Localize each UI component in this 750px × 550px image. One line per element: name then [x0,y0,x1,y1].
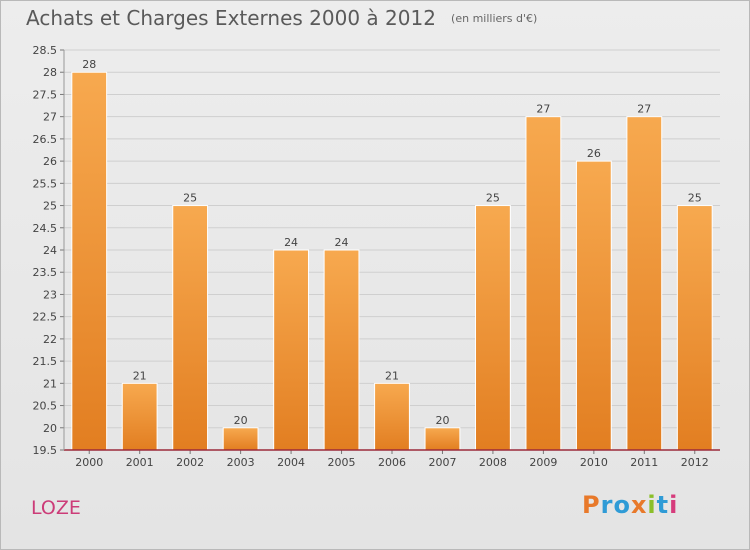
logo-letter: x [630,491,648,519]
y-tick-label: 20.5 [33,400,58,413]
x-tick-label-2001: 2001 [126,456,154,469]
data-label-2009: 27 [536,103,550,116]
y-tick-label: 22.5 [33,311,58,324]
y-tick-label: 19.5 [33,444,58,457]
bar-2010 [575,160,612,451]
data-label-2010: 26 [587,147,601,160]
data-label-2011: 27 [637,103,651,116]
bar-2012 [676,205,713,451]
y-tick-label: 26.5 [33,133,58,146]
bar-2001 [121,382,158,451]
data-label-2003: 20 [234,414,248,427]
y-tick-label: 28.5 [33,44,58,57]
x-tick-label-2011: 2011 [630,456,658,469]
logo-letter: r [600,491,614,519]
y-tick-label: 25 [43,200,57,213]
logo-letter: P [582,491,601,519]
proxiti-logo[interactable]: Proxiti [582,491,678,519]
y-tick-label: 28 [43,66,57,79]
data-label-2006: 21 [385,369,399,382]
x-tick-label-2012: 2012 [681,456,709,469]
x-axis-ticks: 2000 2001 2002 2003 2004 2005 2006 2007 2008 2009… [75,450,709,469]
x-tick-label-2008: 2008 [479,456,507,469]
y-tick-label: 24 [43,244,57,257]
logo-letter: t [656,491,670,519]
y-tick-label: 21.5 [33,355,58,368]
bar-2007 [424,427,461,451]
bar-2000 [71,71,108,451]
bar-2006 [374,382,410,451]
x-tick-label-2005: 2005 [328,456,356,469]
bar-2002 [172,205,209,451]
y-tick-label: 27.5 [33,88,58,101]
logo-letter: o [613,491,631,519]
data-label-2001: 21 [133,369,147,382]
chart-title: Achats et Charges Externes 2000 à 2012 [26,6,436,30]
x-tick-label-2010: 2010 [580,456,608,469]
x-tick-label-2003: 2003 [227,456,255,469]
bar-2005 [323,249,360,451]
y-tick-label: 25.5 [33,177,58,190]
y-axis-ticks: 19.5 20 20.5 21 21.5 22 22.5 23 23.5 24 24.5 25 25.5… [33,44,64,457]
bar-2009 [525,116,562,451]
y-tick-label: 22 [43,333,57,346]
y-tick-label: 26 [43,155,57,168]
chart-subtitle: (en milliers d'€) [451,12,538,25]
x-tick-label-2000: 2000 [75,456,103,469]
bar-2008 [475,205,511,451]
y-tick-label: 27 [43,111,57,124]
bar-2003 [222,427,259,451]
data-label-2005: 24 [335,236,349,249]
x-tick-label-2009: 2009 [529,456,557,469]
x-tick-label-2006: 2006 [378,456,406,469]
y-tick-label: 24.5 [33,222,58,235]
logo-letter: i [669,491,679,519]
title-row: Achats et Charges Externes 2000 à 2012 (… [26,6,537,30]
y-tick-label: 23.5 [33,266,58,279]
data-label-2004: 24 [284,236,298,249]
x-tick-label-2002: 2002 [176,456,204,469]
y-tick-label: 23 [43,288,57,301]
data-label-2000: 28 [82,58,96,71]
data-label-2012: 25 [688,192,702,205]
y-tick-label: 20 [43,422,57,435]
bars: 28 21 25 20 24 24 21 20 25 27 26 27 25 [71,58,713,451]
y-tick-label: 21 [43,377,57,390]
bar-2004 [273,249,309,451]
data-label-2007: 20 [435,414,449,427]
data-label-2008: 25 [486,192,500,205]
logo-letter: i [647,491,657,519]
x-tick-label-2004: 2004 [277,456,305,469]
bar-2011 [626,116,663,451]
town-name: LOZE [31,497,81,519]
data-label-2002: 25 [183,192,197,205]
x-tick-label-2007: 2007 [428,456,456,469]
